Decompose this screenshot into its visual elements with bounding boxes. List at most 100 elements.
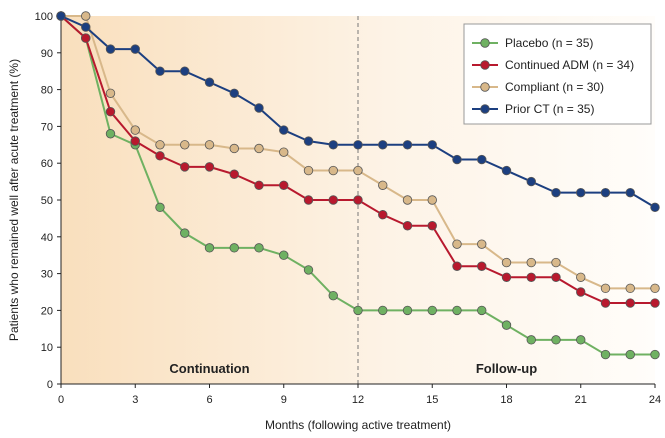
data-point [477, 154, 487, 165]
data-point [155, 151, 165, 161]
data-point [600, 349, 611, 360]
data-point [353, 165, 363, 176]
y-tick-label: 60 [41, 158, 53, 170]
data-point [551, 257, 561, 268]
data-point [402, 221, 413, 231]
data-point [105, 88, 116, 98]
data-point [625, 349, 635, 360]
data-point [600, 298, 611, 308]
data-point [378, 305, 388, 316]
data-point [328, 165, 338, 176]
data-point [551, 272, 561, 282]
data-point [155, 140, 165, 150]
legend-box [463, 23, 652, 125]
data-point [625, 283, 635, 294]
data-point [303, 195, 314, 205]
data-point [650, 283, 660, 294]
series-2 [56, 11, 660, 294]
data-point [452, 239, 462, 249]
data-point [229, 143, 239, 154]
data-point [254, 180, 264, 190]
y-tick-label: 10 [41, 342, 53, 354]
data-point [303, 136, 314, 146]
legend-swatch-marker [480, 38, 490, 48]
data-point [427, 305, 437, 316]
data-point [279, 147, 289, 157]
y-tick-label: 100 [35, 11, 53, 23]
x-tick-label: 24 [649, 394, 661, 406]
data-point [105, 44, 116, 54]
data-point [501, 320, 512, 330]
legend-swatch-marker [480, 104, 490, 114]
y-tick-label: 30 [41, 269, 53, 281]
data-point [551, 187, 561, 198]
y-tick-label: 0 [47, 379, 53, 391]
data-point [650, 298, 660, 308]
data-point [526, 335, 536, 345]
data-point [477, 305, 487, 316]
data-point [625, 187, 635, 198]
y-tick-label: 40 [41, 232, 53, 244]
data-point [254, 103, 264, 113]
data-point [501, 257, 512, 268]
data-point [180, 66, 190, 76]
data-point [254, 243, 264, 253]
data-point [600, 187, 611, 198]
data-point [130, 125, 140, 135]
y-tick-label: 90 [41, 48, 53, 60]
x-axis-title: Months (following active treatment) [265, 418, 451, 432]
phase-label: Follow-up [476, 361, 537, 376]
data-point [229, 88, 239, 98]
data-point [576, 335, 586, 345]
data-point [56, 11, 66, 21]
data-point [576, 287, 586, 297]
data-point [279, 250, 289, 260]
data-point [427, 221, 437, 231]
data-point [526, 272, 536, 282]
data-point [81, 33, 91, 43]
data-point [452, 154, 462, 165]
data-point [600, 283, 611, 294]
data-point [378, 180, 388, 190]
legend-label: Compliant (n = 30) [505, 80, 604, 94]
data-point [204, 243, 215, 253]
x-tick-label: 18 [500, 394, 512, 406]
data-point [526, 176, 536, 187]
data-point [402, 140, 413, 150]
data-point [501, 272, 512, 282]
data-point [229, 169, 239, 179]
x-tick-label: 6 [206, 394, 212, 406]
x-tick-label: 15 [426, 394, 438, 406]
x-tick-label: 9 [281, 394, 287, 406]
data-point [452, 261, 462, 271]
data-point [353, 195, 363, 205]
data-point [155, 66, 165, 76]
data-point [105, 106, 116, 117]
data-point [180, 228, 190, 238]
data-point [81, 22, 91, 32]
data-point [328, 290, 338, 301]
data-point [130, 136, 140, 146]
phase-label: Continuation [169, 361, 249, 376]
data-point [229, 243, 239, 253]
x-tick-label: 12 [352, 394, 364, 406]
data-point [353, 140, 363, 150]
y-tick-label: 50 [41, 195, 53, 207]
data-point [279, 180, 289, 190]
legend-swatch-marker [480, 82, 490, 92]
legend-label: Placebo (n = 35) [505, 36, 593, 50]
y-tick-label: 20 [41, 305, 53, 317]
data-point [353, 305, 363, 316]
data-point [427, 195, 437, 205]
data-point [279, 125, 289, 135]
data-point [204, 140, 215, 150]
data-point [402, 195, 413, 205]
y-tick-label: 70 [41, 121, 53, 133]
data-point [105, 129, 116, 139]
y-tick-label: 80 [41, 85, 53, 97]
data-point [204, 77, 215, 87]
data-point [625, 298, 635, 308]
series-3 [56, 11, 660, 213]
data-point [180, 162, 190, 172]
